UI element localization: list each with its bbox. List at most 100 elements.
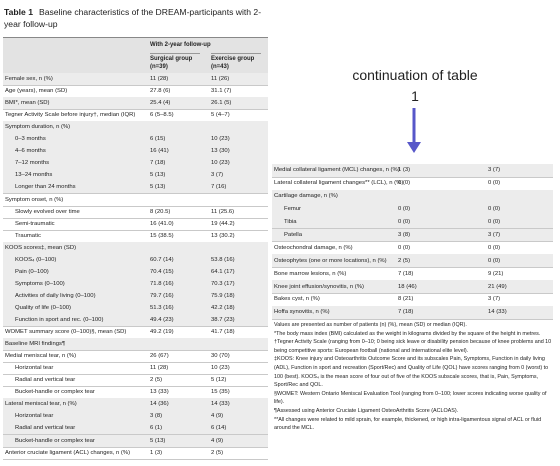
row-label: Tibia [284, 219, 297, 226]
cell-value: 4 (9) [211, 413, 224, 420]
cell-value: 13 (30.2) [211, 232, 235, 239]
cell-value: 19 (44.2) [211, 220, 235, 227]
row-label: Quality of life (0–100) [15, 304, 71, 311]
cell-value: 11 (28) [150, 365, 169, 372]
cell-value: 49.4 (23) [150, 317, 174, 324]
table-row: Radial and vertical tear 2 (5) 5 (12) [3, 374, 268, 388]
cell-value: 38.7 (23) [211, 317, 235, 324]
cell-value: 2 (5) [398, 257, 411, 264]
table-row: Lateral collateral ligament changes** (L… [272, 177, 553, 191]
cell-value: 1 (3) [398, 167, 411, 174]
row-label: Pain (0–100) [15, 268, 49, 275]
cell-value: 0 (0) [488, 257, 501, 264]
footnote: §WOMET: Western Ontario Meniscal Evaluat… [274, 390, 547, 406]
table-row: Femur 0 (0) 0 (0) [272, 202, 553, 217]
row-label: Traumatic [15, 232, 41, 239]
cell-value: 6 (15) [150, 136, 166, 143]
cell-value: 0 (0) [398, 180, 411, 187]
cell-value: 27.8 (6) [150, 88, 171, 95]
row-label: 0–3 months [15, 136, 46, 143]
cell-value: 5 (13) [150, 184, 166, 191]
table-row: Bucket-handle or complex tear 5 (13) 4 (9) [3, 434, 268, 448]
cell-value: 15 (35) [211, 389, 230, 396]
row-label: Knee joint effusion/synovitis, n (%) [274, 283, 364, 290]
cell-value: 11 (26) [211, 76, 230, 83]
row-label: Symptom onset, n (%) [5, 196, 64, 203]
cell-value: 18 (46) [398, 283, 417, 290]
cell-value: 3 (7) [488, 167, 501, 174]
title-text: Baseline characteristics of the DREAM-pa… [4, 7, 262, 29]
footnote: †Tegner Activity Scale (ranging from 0–1… [274, 339, 552, 354]
cell-value: 7 (18) [398, 270, 414, 277]
row-label: Patella [284, 231, 303, 238]
cell-value: 0 (0) [398, 219, 411, 226]
table-row: Bone marrow lesions, n (%) 7 (18) 9 (21) [272, 267, 553, 282]
annotation: continuation of table 1 [352, 67, 478, 104]
row-label: Bakes cyst, n (%) [274, 296, 320, 303]
table-row: Osteophytes (one or more locations), n (… [272, 254, 553, 269]
cell-value: 13 (30) [211, 148, 230, 155]
footnotes: Values are presented as number of patien… [274, 321, 552, 433]
row-label: WOMET summary score (0–100)§, mean (SD) [5, 329, 127, 336]
cell-value: 3 (8) [398, 231, 411, 238]
footnote: **All changes were related to mild sprai… [274, 416, 542, 432]
cell-value: 0 (0) [398, 244, 411, 251]
cell-value: 14 (33) [211, 401, 230, 408]
row-label: Hoffa synovitis, n (%) [274, 309, 330, 316]
footnote: Values are presented as number of patien… [274, 322, 467, 328]
cell-value: 2 (5) [150, 377, 163, 384]
row-label: Lateral collateral ligament changes** (L… [274, 180, 404, 187]
cell-value: 70.4 (15) [150, 268, 174, 275]
row-label: BMI*, mean (SD) [5, 100, 50, 107]
cell-value: 8 (20.5) [150, 208, 171, 215]
cell-value: 16 (41) [150, 148, 169, 155]
cell-value: 60.7 (14) [150, 256, 174, 263]
row-label: Slowly evolved over time [15, 208, 80, 215]
cell-value: 21 (49) [488, 283, 507, 290]
cell-value: 3 (7) [488, 296, 501, 303]
cell-value: 26.1 (5) [211, 100, 232, 107]
cell-value: 4 (9) [211, 437, 224, 444]
cell-value: 26 (67) [150, 353, 169, 360]
table-row: Bakes cyst, n (%) 8 (21) 3 (7) [272, 293, 553, 307]
cell-value: 70.3 (17) [211, 280, 235, 287]
cell-value: 10 (23) [211, 160, 230, 167]
table-row: BMI*, mean (SD) 25.4 (4) 26.1 (5) [3, 97, 268, 111]
cell-value: 5 (4–7) [211, 112, 230, 119]
table-row: Knee joint effusion/synovitis, n (%) 18 (… [272, 280, 553, 294]
cell-value: 11 (25.6) [211, 208, 235, 215]
cell-value: 3 (7) [211, 172, 224, 179]
cell-value: 3 (8) [150, 413, 163, 420]
row-label: Osteophytes (one or more locations), n (… [274, 257, 387, 264]
row-label: Cartilage damage, n (%) [274, 193, 338, 200]
row-label: Bone marrow lesions, n (%) [274, 270, 347, 277]
cell-value: 5 (13) [150, 437, 166, 444]
table-row: Patella 3 (8) 3 (7) [272, 228, 553, 243]
footnote: ‡KOOS: Knee injury and Osteoarthritis Ou… [274, 356, 549, 389]
row-label: Femur [284, 206, 302, 213]
table-row: Semi-traumatic 16 (41.0) 19 (44.2) [3, 218, 268, 231]
cell-value: 10 (23) [211, 136, 230, 143]
cell-value: 13 (33) [150, 389, 169, 396]
cell-value: 0 (0) [488, 180, 501, 187]
cell-value: 0 (0) [488, 206, 501, 213]
cell-value: 79.7 (16) [150, 292, 174, 299]
row-label: Medial collateral ligament (MCL) changes… [274, 167, 400, 174]
table-row: Osteochondral damage, n (%) 0 (0) 0 (0) [272, 241, 553, 256]
cell-value: 3 (7) [488, 231, 501, 238]
cell-value: 2 (5) [211, 449, 224, 456]
table-title: Table 1 Baseline characteristics of the D… [4, 6, 266, 30]
cell-value: 64.1 (17) [211, 268, 235, 275]
row-label: Bucket-handle or complex tear [15, 389, 95, 396]
cell-value: 7 (18) [150, 160, 166, 167]
row-label: Symptom duration, n (%) [5, 124, 71, 131]
row-label: Baseline MRI findings¶ [5, 341, 66, 348]
row-label: Bucket-handle or complex tear [15, 437, 95, 444]
row-label: Longer than 24 months [15, 184, 76, 191]
row-label: Age (years), mean (SD) [5, 88, 68, 95]
table-row: Medial meniscal tear, n (%) 26 (67) 30 (70… [3, 350, 268, 364]
cell-value: 42.2 (18) [211, 304, 235, 311]
row-label: Horizontal tear [15, 413, 54, 420]
table-row: Anterior cruciate ligament (ACL) changes… [3, 447, 268, 460]
